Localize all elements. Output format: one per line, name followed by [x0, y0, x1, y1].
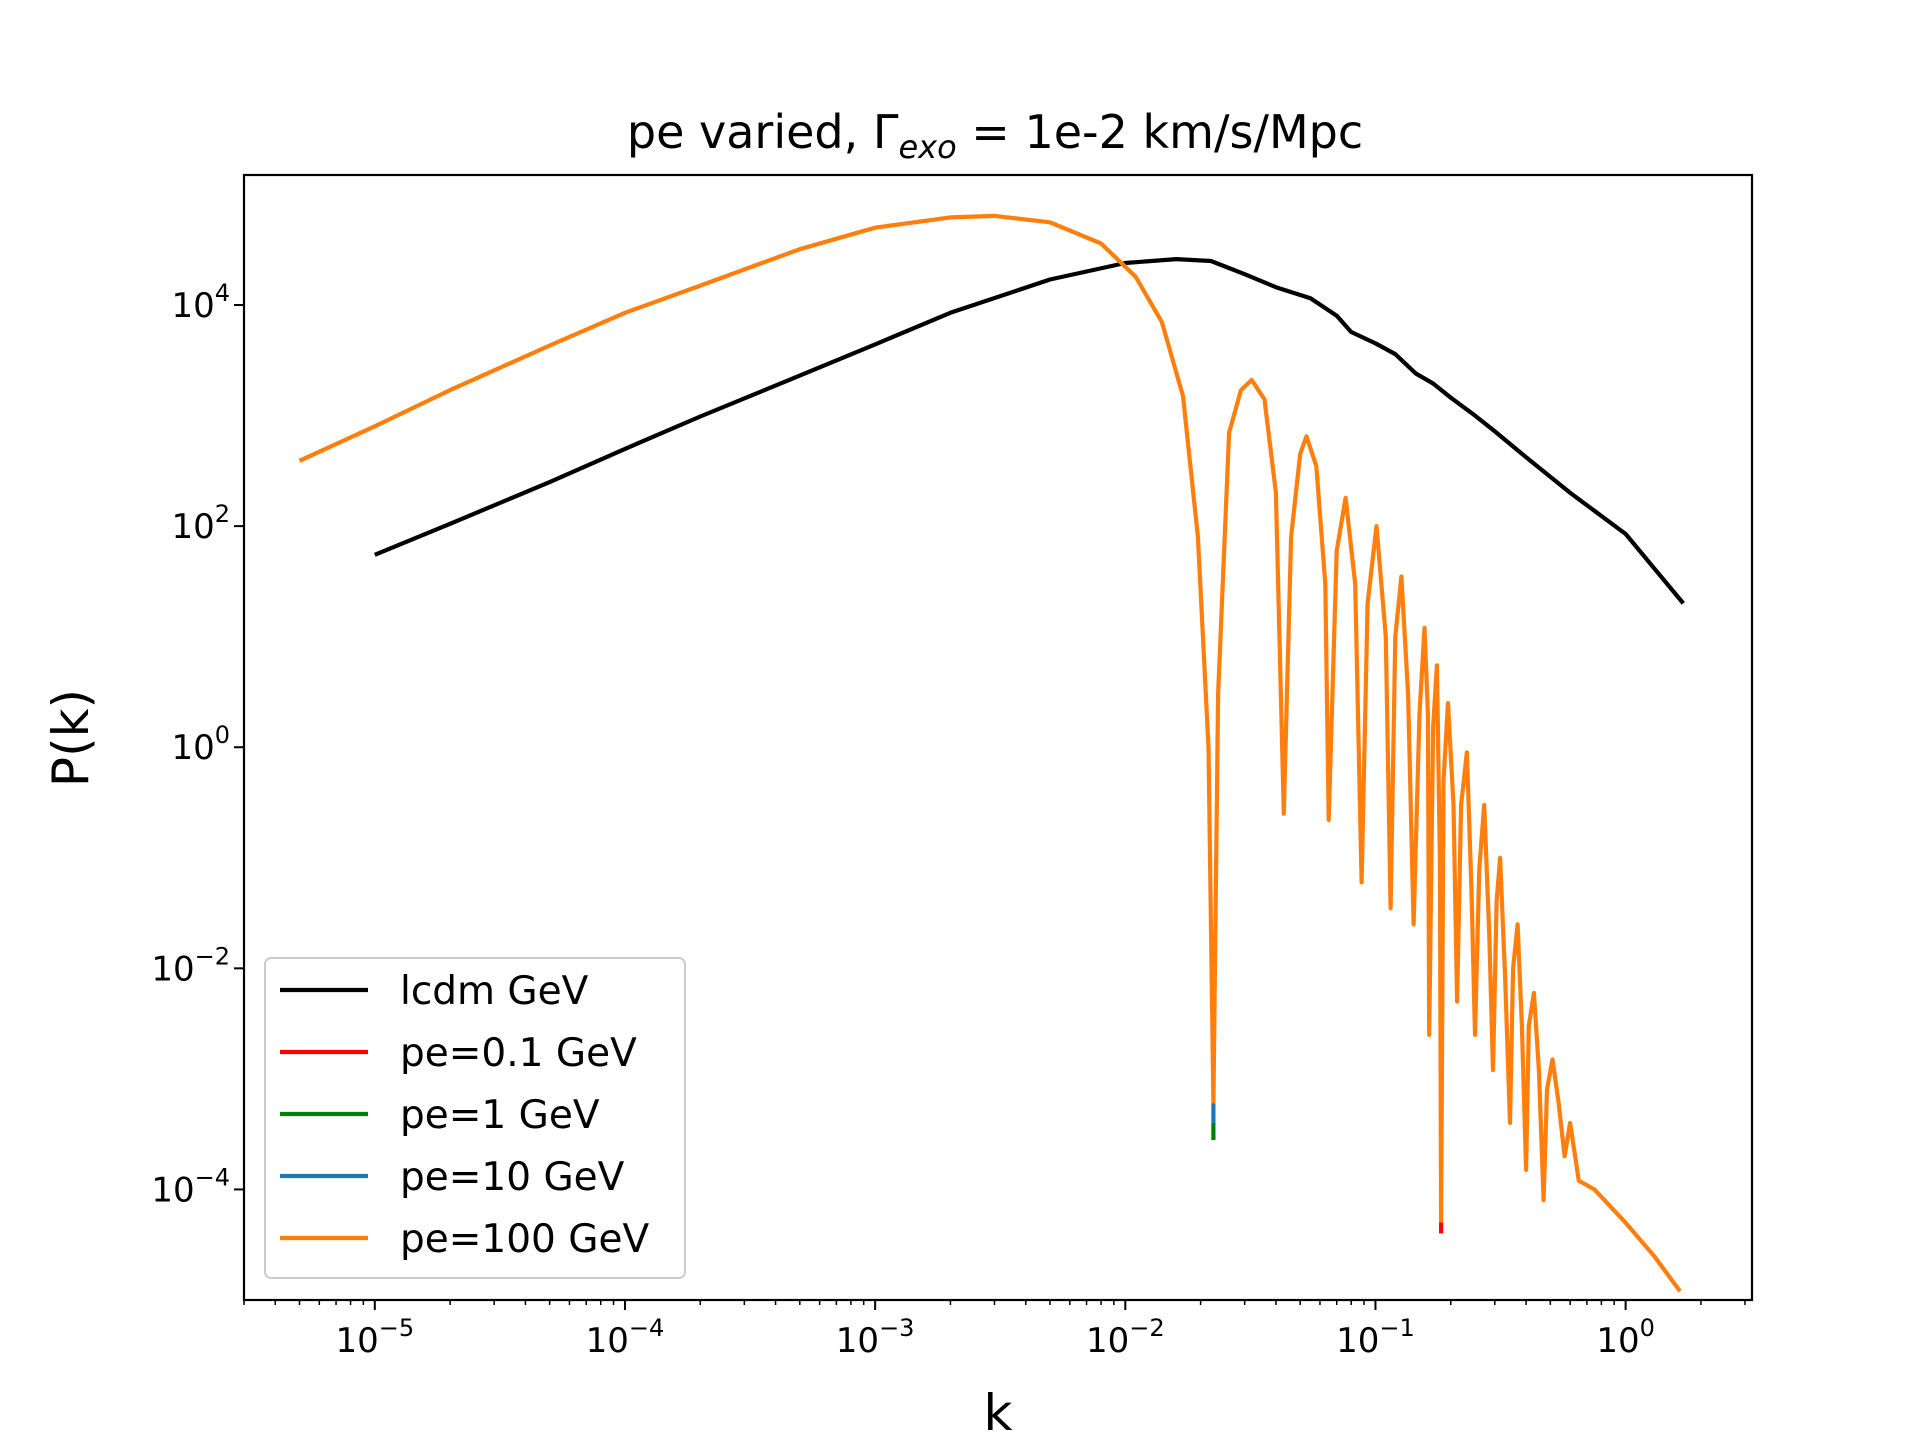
- y-tick-label: 100: [171, 721, 230, 768]
- y-tick-label: 102: [171, 500, 230, 547]
- y-tick-exponent: −4: [195, 1163, 230, 1191]
- y-tick-exponent: 4: [215, 279, 230, 307]
- x-tick-base: 10: [335, 1321, 378, 1361]
- title-prefix: pe varied, Γ: [627, 105, 899, 159]
- legend: lcdm GeV pe=0.1 GeV pe=1 GeV pe=10 GeV pe=10…: [264, 957, 686, 1279]
- x-tick-exponent: 0: [1640, 1314, 1655, 1342]
- series-line-lcdm-gev: [374, 257, 1685, 605]
- y-axis-label: P(k): [42, 689, 100, 787]
- plot-frame: [242, 173, 1754, 1302]
- legend-label-pe-100-gev: pe=100 GeV: [400, 1217, 649, 1262]
- x-tick-label: 10−5: [335, 1314, 414, 1361]
- x-axis-label: k: [984, 1384, 1013, 1440]
- x-tick-label: 10−2: [1086, 1314, 1165, 1361]
- series-layer: [298, 213, 1685, 1293]
- y-tick-exponent: −2: [195, 942, 230, 970]
- x-tick-base: 10: [1086, 1321, 1129, 1361]
- y-tick-base: 10: [171, 728, 214, 768]
- y-tick-exponent: 0: [215, 721, 230, 749]
- x-tick-label: 10−1: [1336, 1314, 1415, 1361]
- x-tick-label: 100: [1596, 1314, 1655, 1361]
- legend-label-pe-0-1-gev: pe=0.1 GeV: [400, 1031, 637, 1076]
- x-tick-exponent: −5: [379, 1314, 414, 1342]
- x-tick-base: 10: [586, 1321, 629, 1361]
- legend-label-lcdm-gev: lcdm GeV: [400, 969, 589, 1014]
- chart-title: pe varied, Γexo = 1e-2 km/s/Mpc: [627, 105, 1363, 166]
- x-tick-label: 10−4: [586, 1314, 665, 1361]
- y-tick-label: 10−4: [151, 1163, 230, 1210]
- legend-label-pe-10-gev: pe=10 GeV: [400, 1155, 625, 1200]
- y-tick-base: 10: [151, 1170, 194, 1210]
- y-tick-exponent: 2: [215, 500, 230, 528]
- y-tick-base: 10: [171, 507, 214, 547]
- title-suffix: = 1e-2 km/s/Mpc: [957, 105, 1363, 159]
- y-tick-base: 10: [151, 949, 194, 989]
- y-tick-label: 104: [171, 279, 230, 326]
- x-tick-exponent: −3: [879, 1314, 914, 1342]
- legend-box: [264, 957, 686, 1279]
- x-tick-label: 10−3: [836, 1314, 915, 1361]
- series-line-pe-100-gev: [298, 213, 1682, 1293]
- x-tick-base: 10: [836, 1321, 879, 1361]
- x-tick-exponent: −2: [1129, 1314, 1164, 1342]
- x-tick-exponent: −1: [1379, 1314, 1414, 1342]
- x-tick-base: 10: [1596, 1321, 1639, 1361]
- legend-label-pe-1-gev: pe=1 GeV: [400, 1093, 600, 1138]
- y-tick-label: 10−2: [151, 942, 230, 989]
- x-tick-exponent: −4: [629, 1314, 664, 1342]
- x-tick-base: 10: [1336, 1321, 1379, 1361]
- y-tick-base: 10: [171, 286, 214, 326]
- title-subscript: exo: [898, 128, 956, 166]
